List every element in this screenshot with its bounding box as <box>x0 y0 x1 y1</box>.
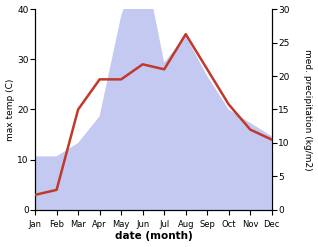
X-axis label: date (month): date (month) <box>114 231 192 242</box>
Y-axis label: max temp (C): max temp (C) <box>5 78 15 141</box>
Y-axis label: med. precipitation (kg/m2): med. precipitation (kg/m2) <box>303 49 313 170</box>
